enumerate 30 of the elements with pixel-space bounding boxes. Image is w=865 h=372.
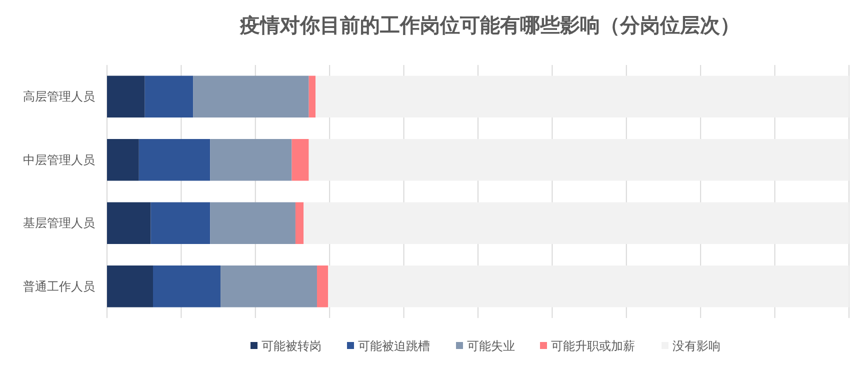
bar <box>210 139 292 181</box>
bar <box>107 202 151 244</box>
bar <box>220 266 317 308</box>
bar <box>153 266 221 308</box>
bar <box>304 202 849 244</box>
bar <box>107 139 139 181</box>
legend-label: 可能被转岗 <box>262 339 322 353</box>
bar <box>328 266 849 308</box>
bar <box>308 139 849 181</box>
bar <box>292 139 309 181</box>
bar <box>138 139 210 181</box>
legend-label: 没有影响 <box>672 339 720 353</box>
bar <box>295 202 304 244</box>
y-tick-label: 高层管理人员 <box>23 90 95 104</box>
bar <box>107 266 154 308</box>
bar <box>316 76 849 118</box>
bar <box>144 76 194 118</box>
bar <box>107 76 145 118</box>
bar <box>150 202 210 244</box>
legend-label: 可能被迫跳槽 <box>358 339 430 353</box>
y-tick-label: 普通工作人员 <box>23 279 95 294</box>
legend-label: 可能升职或加薪 <box>551 339 635 353</box>
y-tick-label: 基层管理人员 <box>23 216 95 230</box>
bar <box>316 266 328 308</box>
legend-label: 可能失业 <box>467 339 515 353</box>
bar <box>308 76 316 118</box>
y-tick-label: 中层管理人员 <box>23 152 95 167</box>
chart-title: 疫情对你目前的工作岗位可能有哪些影响（分岗位层次） <box>239 14 740 37</box>
bar <box>193 76 309 118</box>
bar <box>210 202 296 244</box>
